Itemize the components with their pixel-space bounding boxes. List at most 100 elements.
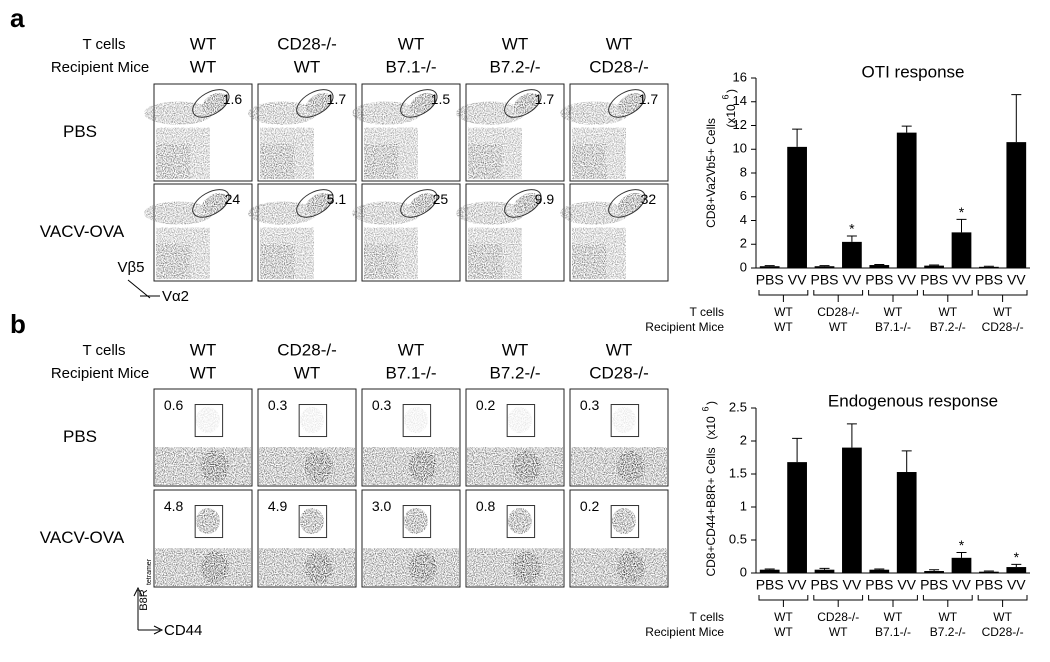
- events: [403, 508, 428, 535]
- events: [456, 201, 525, 225]
- y-axis-unit: (x10: [724, 104, 738, 128]
- events: [468, 144, 503, 180]
- events: [305, 92, 332, 114]
- column-label: WT: [294, 363, 320, 382]
- events: [260, 244, 295, 280]
- panel-letter: a: [10, 3, 25, 33]
- events: [200, 450, 229, 483]
- bar: [1006, 142, 1027, 268]
- events: [299, 407, 324, 434]
- y-tick-label: 2: [740, 432, 747, 447]
- gate: [504, 89, 542, 118]
- column-label: WT: [190, 363, 216, 382]
- gate-percent: 0.2: [580, 498, 600, 514]
- column-label: WT: [190, 340, 216, 359]
- flow-events: [155, 508, 251, 587]
- events: [260, 144, 295, 180]
- x-tick-label: VV: [952, 577, 971, 593]
- events: [507, 508, 532, 535]
- group-label: WT: [993, 305, 1012, 319]
- row-header: T cells: [82, 36, 125, 53]
- gate: [400, 89, 438, 118]
- events: [352, 101, 421, 125]
- events: [617, 92, 644, 114]
- bar: [814, 569, 835, 573]
- error-bar: [956, 218, 967, 233]
- x-tick-label: PBS: [920, 272, 948, 288]
- gate: [192, 189, 230, 218]
- y-tick-label: 14: [733, 93, 747, 108]
- row-header: T cells: [82, 342, 125, 359]
- flow-events: [144, 92, 228, 180]
- group-label: WT: [829, 625, 848, 639]
- events: [200, 551, 229, 584]
- group-label: WT: [829, 320, 848, 334]
- y-tick-label: 0: [740, 259, 747, 274]
- events: [408, 551, 437, 584]
- bar: [842, 241, 862, 268]
- row-header: Recipient Mice: [51, 59, 149, 76]
- row-label: VACV-OVA: [40, 222, 125, 241]
- bar: [759, 266, 780, 268]
- group-label: CD28-/-: [982, 320, 1024, 334]
- error-bar: [764, 568, 775, 570]
- group-label: CD28-/-: [817, 305, 859, 319]
- gate: [608, 89, 646, 118]
- group-label: B7.1-/-: [875, 625, 911, 639]
- x-tick-label: PBS: [865, 577, 893, 593]
- events: [144, 101, 213, 125]
- bar: [787, 462, 807, 573]
- events: [195, 508, 220, 535]
- axis-arrows: [133, 586, 164, 635]
- y-tick-label: 12: [733, 117, 747, 132]
- y-tick-label: 1: [740, 498, 747, 513]
- y-tick-label: 2: [740, 236, 747, 251]
- x-tick-label: VV: [843, 272, 862, 288]
- error-bar: [901, 125, 912, 133]
- flow-events: [560, 92, 644, 180]
- x-tick-label: PBS: [756, 272, 784, 288]
- flow-events: [467, 407, 563, 486]
- y-axis-unit: ): [724, 89, 738, 93]
- gate-percent: 1.6: [223, 91, 243, 107]
- y-axis-label: CD8+Va2Vb5+ Cells: [704, 118, 718, 228]
- gate-percent: 0.3: [372, 397, 392, 413]
- flow-events: [467, 508, 563, 587]
- column-label: WT: [190, 57, 216, 76]
- events: [144, 201, 213, 225]
- error-bar: [819, 265, 830, 267]
- error-bar: [792, 128, 803, 147]
- gate-percent: 0.8: [476, 498, 496, 514]
- flow-events: [456, 92, 540, 180]
- bar: [759, 569, 780, 573]
- panel-letter: b: [10, 309, 26, 339]
- group-label: WT: [774, 610, 793, 624]
- flow-events: [248, 192, 332, 280]
- y-tick-label: 2.5: [729, 399, 747, 414]
- gate-percent: 32: [641, 191, 657, 207]
- group-bracket: [813, 290, 864, 302]
- events: [304, 450, 333, 483]
- gate-percent: 5.1: [327, 191, 347, 207]
- group-label: WT: [938, 305, 957, 319]
- flow-events: [571, 508, 667, 587]
- gate: [610, 505, 640, 539]
- events: [201, 92, 228, 114]
- flow-plot: 0.3: [361, 388, 461, 487]
- bar: [869, 265, 890, 268]
- flow-plot: 0.6: [153, 388, 253, 487]
- x-tick-label: VV: [1007, 272, 1026, 288]
- events: [201, 192, 228, 214]
- column-label: WT: [502, 340, 528, 359]
- gate: [610, 404, 640, 438]
- flow-plot: 9.9: [456, 183, 565, 282]
- group-label: CD28-/-: [817, 610, 859, 624]
- gate-percent: 4.9: [268, 498, 288, 514]
- gate-percent: 1.7: [535, 91, 555, 107]
- column-label: WT: [398, 340, 424, 359]
- flow-plot: 4.8: [153, 489, 253, 588]
- column-label: B7.1-/-: [385, 363, 436, 382]
- bar: [787, 146, 807, 268]
- y-axis-marker: Vβ5: [118, 259, 145, 276]
